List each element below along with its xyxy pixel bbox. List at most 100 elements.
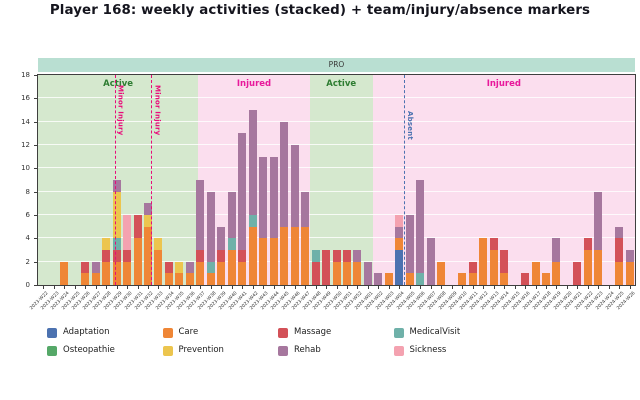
bar-segment-care-2024-W12 (479, 238, 488, 285)
bar-segment-care-2023-W27 (91, 273, 100, 285)
x-tick-2023-W23 (53, 286, 55, 289)
bar-segment-rehab-2023-W38 (206, 191, 215, 262)
region-active-0 (38, 75, 199, 285)
bar-segment-massage-2024-W21 (573, 261, 582, 285)
x-tick-2023-W32 (147, 286, 149, 289)
bar-segment-care-2023-W34 (164, 273, 173, 285)
x-tick-2024-W13 (493, 286, 495, 289)
bar-segment-care-2023-W39 (217, 261, 226, 285)
bar-segment-prevention-2023-W32 (143, 215, 152, 227)
x-tick-2023-W26 (85, 286, 87, 289)
bar-segment-care-2023-W50 (332, 261, 341, 285)
legend-swatch-care (162, 328, 173, 338)
x-tick-2023-W37 (200, 286, 202, 289)
bar-segment-rehab-2023-W43 (259, 156, 268, 239)
bar-segment-massage-2023-W26 (81, 261, 90, 274)
bar-segment-rehab-2023-W27 (91, 261, 100, 274)
bar-segment-prevention-2023-W35 (175, 261, 184, 274)
bar-segment-medicalvisit-2023-W48 (311, 250, 320, 262)
x-tick-2024-W08 (441, 286, 443, 289)
bar-segment-prevention-2023-W33 (154, 238, 163, 250)
bar-segment-care-2023-W44 (269, 238, 278, 285)
legend-label-prevention: Prevention (178, 345, 224, 355)
gridline-y16 (38, 97, 635, 99)
bar-segment-rehab-2023-W39 (217, 226, 226, 250)
y-tick-label-14: 14 (21, 117, 30, 126)
bar-segment-massage-2024-W14 (500, 250, 509, 274)
bar-segment-care-2024-W18 (541, 273, 550, 285)
x-tick-2023-W31 (137, 286, 139, 289)
bar-segment-care-2024-W03 (384, 273, 393, 285)
x-tick-2023-W22 (43, 286, 45, 289)
bar-segment-rehab-2023-W52 (353, 250, 362, 262)
bar-segment-medicalvisit-2023-W29 (112, 238, 121, 250)
bar-segment-care-2024-W26 (625, 261, 634, 285)
bar-segment-care-2024-W13 (489, 250, 498, 285)
bar-segment-adaptation-2024-W04 (395, 250, 404, 285)
bar-segment-care-2023-W24 (60, 261, 69, 285)
y-tick-label-18: 18 (21, 71, 30, 79)
x-tick-2023-W46 (294, 286, 296, 289)
legend-label-sickness: Sickness (409, 345, 447, 355)
legend-label-osteopathie: Osteopathie (63, 345, 115, 355)
bar-segment-care-2023-W36 (185, 273, 194, 285)
x-tick-2024-W26 (629, 286, 631, 289)
bar-segment-care-2023-W45 (280, 226, 289, 285)
marker-line-absent-2 (404, 75, 406, 285)
bar-segment-massage-2023-W30 (123, 250, 132, 262)
marker-label-absent-2: Absent (406, 111, 415, 140)
x-tick-2024-W01 (367, 286, 369, 289)
x-tick-2024-W10 (462, 286, 464, 289)
x-tick-2024-W02 (378, 286, 380, 289)
bar-segment-care-2023-W35 (175, 273, 184, 285)
marker-label-minor-injury-1: Minor Injury (153, 85, 162, 136)
x-tick-2023-W48 (315, 286, 317, 289)
y-tick-18 (34, 75, 37, 76)
bar-segment-care-2024-W11 (468, 273, 477, 285)
x-tick-2023-W40 (231, 286, 233, 289)
x-tick-2024-W21 (577, 286, 579, 289)
bar-segment-care-2023-W43 (259, 238, 268, 285)
bar-segment-rehab-2024-W04 (395, 226, 404, 239)
region-label-injured-3: Injured (486, 79, 521, 89)
x-tick-2023-W30 (127, 286, 129, 289)
bar-segment-rehab-2023-W29 (112, 180, 121, 192)
x-tick-2023-W33 (158, 286, 160, 289)
x-tick-2023-W27 (95, 286, 97, 289)
x-tick-2023-W41 (242, 286, 244, 289)
y-tick-label-8: 8 (25, 187, 30, 196)
bar-segment-medicalvisit-2024-W06 (416, 273, 425, 285)
x-tick-2024-W05 (409, 286, 411, 289)
x-tick-2024-W04 (399, 286, 401, 289)
x-tick-2023-W29 (116, 286, 118, 289)
x-tick-2023-W45 (284, 286, 286, 289)
bar-segment-massage-2023-W28 (102, 250, 111, 262)
team-band-pro: PRO (38, 58, 635, 72)
bar-segment-rehab-2024-W01 (363, 261, 372, 285)
bar-segment-rehab-2023-W41 (238, 133, 247, 250)
plot-area: Active Injured Active Injured 2023-W22 2023-W… (30, 75, 636, 311)
x-tick-2024-W17 (535, 286, 537, 289)
bar-segment-care-2023-W32 (143, 226, 152, 285)
bar-segment-care-2023-W46 (290, 226, 299, 285)
x-tick-2024-W22 (587, 286, 589, 289)
bar-segment-care-2024-W17 (531, 261, 540, 285)
x-tick-2024-W16 (525, 286, 527, 289)
x-tick-2023-W43 (263, 286, 265, 289)
bar-segment-massage-2023-W41 (238, 250, 247, 262)
bar-segment-massage-2023-W48 (311, 261, 320, 285)
y-tick-label-10: 10 (21, 164, 30, 173)
legend-label-adaptation: Adaptation (63, 327, 110, 337)
bar-segment-care-2024-W19 (552, 261, 561, 285)
x-tick-2024-W07 (430, 286, 432, 289)
gridline-y14 (38, 120, 635, 122)
bar-segment-care-2023-W38 (206, 273, 215, 285)
x-tick-2023-W24 (64, 286, 66, 289)
region-active-2 (309, 75, 373, 285)
region-label-injured-1: Injured (236, 79, 272, 89)
marker-line-minor-injury-1 (151, 75, 153, 285)
bar-segment-massage-2023-W34 (164, 261, 173, 274)
bar-segment-care-2023-W52 (353, 261, 362, 285)
bar-segment-sickness-2024-W04 (395, 215, 404, 227)
x-tick-2023-W44 (273, 286, 275, 289)
